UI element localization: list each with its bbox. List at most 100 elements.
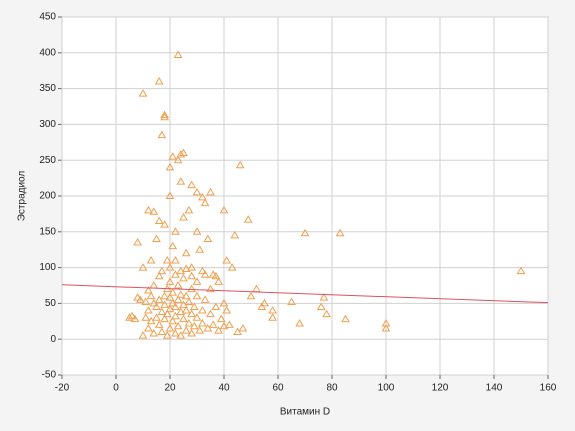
- point: [192, 291, 202, 300]
- point: [222, 306, 232, 314]
- point: [179, 212, 188, 221]
- point: [157, 327, 167, 336]
- point: [165, 293, 175, 301]
- point: [206, 284, 215, 293]
- point: [268, 306, 277, 314]
- point: [219, 298, 229, 307]
- x-tick-label: 40: [218, 383, 230, 394]
- point: [235, 160, 245, 169]
- point: [300, 228, 310, 237]
- point: [157, 266, 167, 275]
- point: [198, 192, 207, 201]
- point: [144, 306, 153, 314]
- point: [184, 205, 194, 214]
- point: [152, 234, 161, 242]
- point: [203, 323, 213, 332]
- point: [160, 291, 169, 300]
- point: [187, 263, 196, 271]
- x-tick-label: 0: [113, 383, 119, 394]
- point: [246, 291, 256, 300]
- point: [200, 270, 210, 278]
- point: [171, 328, 180, 337]
- point: [173, 321, 183, 330]
- point: [168, 288, 178, 296]
- y-tick-label: 250: [39, 155, 56, 166]
- point: [208, 320, 218, 328]
- point: [149, 298, 159, 307]
- point: [179, 314, 188, 323]
- point: [211, 302, 221, 310]
- point: [173, 155, 183, 164]
- point: [165, 263, 175, 271]
- point: [222, 255, 232, 264]
- point: [216, 314, 226, 323]
- point: [133, 293, 142, 301]
- point: [146, 316, 156, 325]
- y-axis-label: Эстрадиол: [17, 171, 28, 222]
- point: [200, 295, 210, 303]
- y-tick-label: 350: [39, 83, 56, 94]
- point: [157, 307, 167, 315]
- point: [154, 320, 164, 328]
- point: [184, 297, 194, 305]
- point: [125, 313, 134, 321]
- point: [135, 295, 145, 303]
- point: [157, 130, 167, 139]
- point: [176, 307, 186, 315]
- y-tick-label: 300: [39, 119, 56, 130]
- x-tick-label: 120: [432, 383, 449, 394]
- point: [154, 271, 164, 280]
- point: [149, 328, 159, 337]
- point: [243, 215, 253, 223]
- point: [176, 266, 186, 275]
- point: [152, 313, 161, 321]
- point: [176, 177, 186, 185]
- point: [187, 271, 196, 280]
- point: [160, 314, 169, 323]
- x-tick-label: 140: [486, 383, 503, 394]
- point: [171, 255, 180, 264]
- point: [381, 323, 391, 332]
- point: [181, 264, 191, 273]
- point: [189, 321, 199, 330]
- point: [295, 318, 304, 327]
- point: [160, 220, 169, 228]
- point: [138, 331, 148, 339]
- point: [200, 198, 210, 207]
- point: [144, 323, 153, 332]
- point: [206, 309, 215, 318]
- point: [168, 152, 178, 160]
- point: [179, 273, 188, 282]
- x-tick-label: 20: [164, 383, 176, 394]
- point: [154, 216, 164, 225]
- point: [162, 309, 172, 318]
- point: [225, 320, 234, 328]
- point: [214, 326, 223, 334]
- point: [260, 298, 269, 307]
- point: [154, 295, 164, 303]
- point: [168, 241, 178, 250]
- point: [257, 302, 267, 310]
- point: [165, 323, 175, 332]
- point: [192, 187, 202, 196]
- point: [211, 271, 221, 280]
- point: [160, 110, 169, 119]
- point: [187, 284, 196, 293]
- y-tick-label: -50: [42, 370, 57, 381]
- point: [176, 290, 186, 298]
- point: [141, 297, 151, 305]
- point: [230, 230, 240, 239]
- point: [192, 277, 202, 285]
- point: [160, 300, 169, 308]
- point: [173, 295, 183, 303]
- y-tick-label: 400: [39, 47, 56, 58]
- point: [149, 207, 159, 215]
- point: [189, 302, 199, 310]
- x-tick-label: 100: [378, 383, 395, 394]
- point: [171, 311, 180, 320]
- point: [173, 50, 183, 58]
- point: [138, 263, 148, 271]
- point: [171, 270, 180, 278]
- point: [146, 255, 156, 264]
